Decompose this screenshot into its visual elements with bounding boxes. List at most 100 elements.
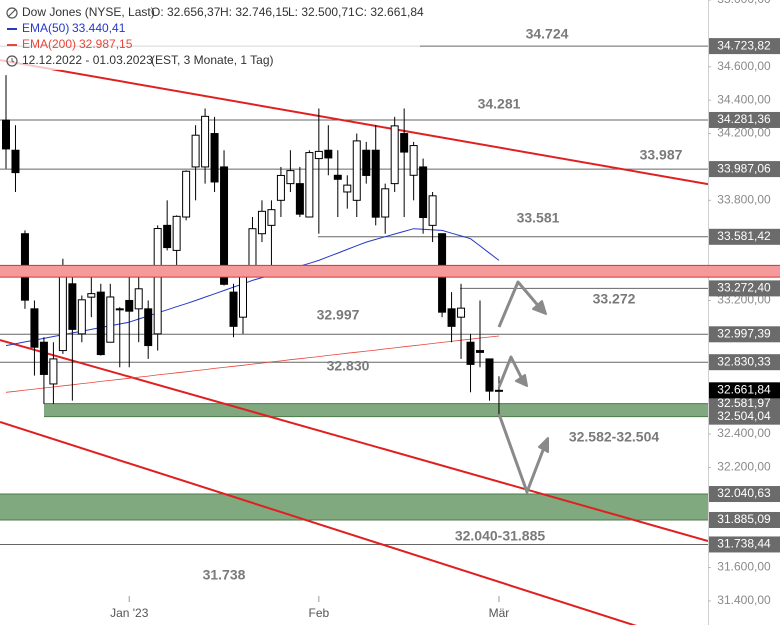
ohlc: L: 32.500,71 [288, 5, 355, 19]
icon [8, 9, 16, 17]
legend-value: 32.987,15 [79, 37, 133, 51]
legend-value: 33.440,41 [72, 21, 126, 35]
candle-body [115, 308, 124, 311]
arrows [497, 280, 549, 494]
price-label: 32.504,04 [717, 409, 771, 423]
price-label: 32.581,97 [717, 396, 771, 410]
price-box [709, 408, 780, 425]
candle-body [371, 149, 380, 218]
price-box [709, 511, 780, 528]
arrowhead [538, 437, 549, 453]
x-tick-label: Mär [489, 606, 510, 620]
candle-body [324, 149, 333, 159]
candle-body [11, 149, 20, 174]
trend-line [0, 59, 708, 186]
price-box [709, 326, 780, 343]
candle-body [457, 307, 466, 318]
candle-body [39, 341, 48, 375]
title: Dow Jones (NYSE, Last) [22, 5, 155, 19]
annotation: 33.272 [593, 291, 636, 307]
arrow [497, 280, 543, 328]
price-label: 32.040,63 [717, 486, 771, 500]
arrow [497, 413, 547, 494]
candle-body [182, 170, 191, 218]
price-box [709, 228, 780, 245]
y-tick-label: 34.200,00 [717, 126, 771, 140]
candle-body [419, 166, 428, 219]
candle-body [485, 358, 494, 392]
ema-line [5, 335, 500, 393]
price-box [709, 161, 780, 178]
candle-body [314, 150, 323, 160]
price-box [709, 536, 780, 553]
candle-body [30, 308, 39, 348]
ema-line [5, 228, 500, 347]
zone [0, 494, 708, 520]
candle-body [333, 174, 342, 180]
ohlc: O: 32.656,37 [151, 5, 221, 19]
candle-body [144, 308, 153, 347]
icon [6, 7, 18, 19]
candle-body [390, 125, 399, 185]
annotation: 34.281 [478, 96, 521, 112]
annotation: 32.830 [327, 358, 370, 374]
trend-line [0, 339, 708, 542]
annotation: 33.581 [517, 210, 560, 226]
legend-label: EMA(200) [22, 37, 76, 51]
candle-body [447, 308, 456, 327]
y-tick-label: 34.600,00 [717, 59, 771, 73]
price-box [709, 354, 780, 371]
candle-body [362, 149, 371, 176]
price-label: 31.885,09 [717, 512, 771, 526]
annotation: 32.040-31.885 [455, 528, 546, 544]
price-label: 33.987,06 [717, 161, 771, 175]
candle-body [248, 228, 257, 268]
candle-body [87, 293, 96, 298]
icon [6, 55, 18, 67]
candle-body [381, 188, 390, 218]
annotation: 31.738 [203, 567, 246, 583]
candle-body [229, 291, 238, 327]
price-label: 33.272,40 [717, 281, 771, 295]
candle-body [295, 183, 304, 215]
y-tick-label: 34.400,00 [717, 92, 771, 106]
ohlc: H: 32.746,15 [220, 5, 289, 19]
candle-body [191, 134, 200, 168]
arrow [497, 355, 525, 388]
candle-body [352, 140, 361, 201]
candle-body [305, 152, 314, 218]
price-box [709, 111, 780, 128]
period: 12.12.2022 - 01.03.2023 [22, 53, 153, 67]
y-tick-label: 31.600,00 [717, 560, 771, 574]
candle-body [172, 215, 181, 251]
price-label: 32.997,39 [717, 326, 771, 340]
price-box [709, 382, 780, 399]
candle-body [257, 210, 266, 235]
legend-label: EMA(50) [22, 21, 69, 35]
price-box [709, 395, 780, 412]
y-tick-label: 32.200,00 [717, 460, 771, 474]
candle-body [49, 358, 58, 385]
icon [11, 58, 15, 63]
price-label: 32.661,84 [717, 382, 771, 396]
arrowhead [532, 300, 547, 315]
arrowhead [515, 374, 528, 387]
candle-body [428, 195, 437, 226]
annotation: 34.724 [526, 26, 569, 42]
candle-body [68, 283, 77, 330]
zone [0, 265, 780, 278]
x-tick-label: Feb [308, 606, 329, 620]
price-box [709, 38, 780, 55]
price-label: 33.581,42 [717, 229, 771, 243]
candle-body [96, 291, 105, 356]
candle-body [201, 115, 210, 168]
candle-body [409, 145, 418, 176]
ohlc: C: 32.661,84 [355, 5, 424, 19]
candle-body [476, 350, 484, 353]
candle-body [220, 166, 229, 285]
candle-body [134, 288, 143, 310]
candle-body [267, 209, 276, 226]
candle-body [125, 299, 134, 312]
